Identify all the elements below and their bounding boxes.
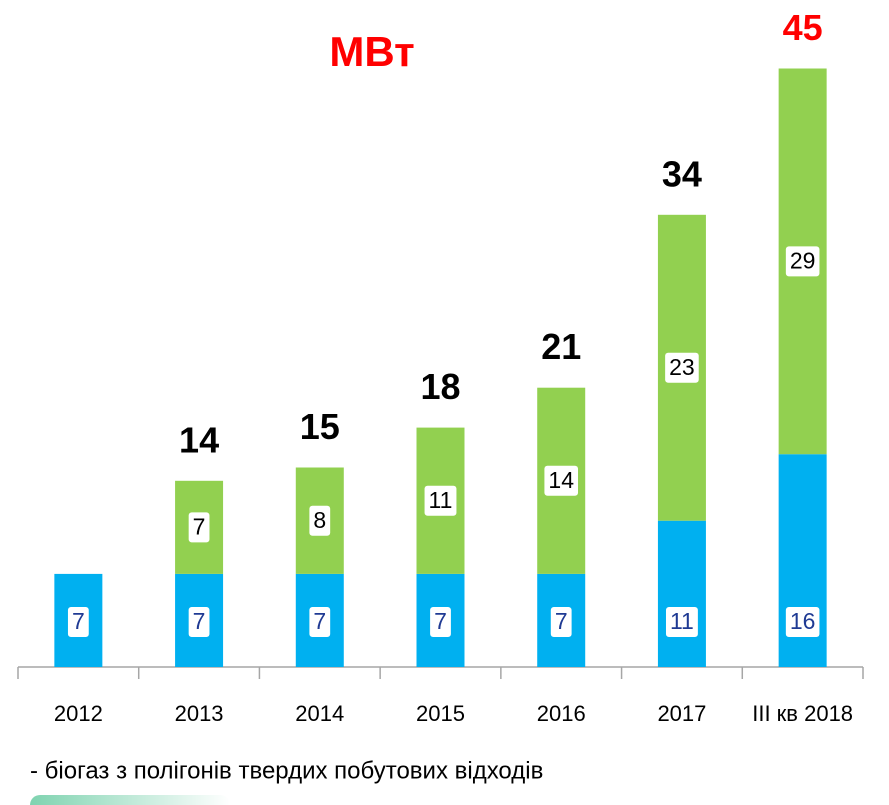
data-label-box — [309, 607, 331, 637]
data-label: 16 — [790, 608, 816, 634]
data-label-box — [188, 607, 210, 637]
note: - біогаз з полігонів твердих побутових в… — [30, 757, 543, 784]
x-tick-label: 2013 — [175, 701, 224, 726]
total-label: 14 — [179, 419, 219, 460]
total-label: 34 — [662, 153, 702, 194]
x-tick-label: 2017 — [657, 701, 706, 726]
data-label-box — [544, 465, 579, 496]
data-label-box — [430, 607, 451, 637]
data-label-box — [188, 512, 210, 543]
x-tick-label: 2014 — [295, 701, 344, 726]
data-label: 8 — [313, 507, 326, 533]
data-label: 7 — [193, 608, 206, 634]
data-label: 11 — [429, 487, 453, 513]
data-label: 11 — [670, 608, 694, 634]
data-label: 29 — [790, 247, 816, 273]
legend-swatch — [30, 795, 230, 805]
bar-segment — [657, 520, 706, 667]
data-label-box — [309, 505, 331, 536]
total-label: 18 — [420, 366, 460, 407]
total-label: 15 — [300, 406, 340, 447]
data-label-box — [67, 607, 89, 637]
chart-title: МВт — [329, 28, 414, 75]
x-tick-label: 2015 — [416, 701, 465, 726]
total-label: 21 — [541, 326, 581, 367]
data-label: 7 — [313, 608, 326, 634]
data-label-box — [665, 607, 698, 637]
data-label: 23 — [669, 354, 695, 380]
x-tick-label: ІІІ кв 2018 — [752, 701, 853, 726]
data-label: 7 — [434, 608, 447, 634]
x-tick-label: 2012 — [54, 701, 103, 726]
data-label: 14 — [548, 467, 574, 493]
total-label: 45 — [783, 7, 823, 48]
data-label-box — [424, 485, 457, 516]
data-label-box — [550, 607, 572, 637]
data-label-box — [785, 607, 820, 637]
data-label-box — [785, 246, 820, 277]
data-label: 7 — [555, 608, 568, 634]
data-label-box — [665, 352, 699, 383]
x-tick-label: 2016 — [537, 701, 586, 726]
data-label: 7 — [72, 608, 85, 634]
data-label: 7 — [193, 513, 206, 539]
